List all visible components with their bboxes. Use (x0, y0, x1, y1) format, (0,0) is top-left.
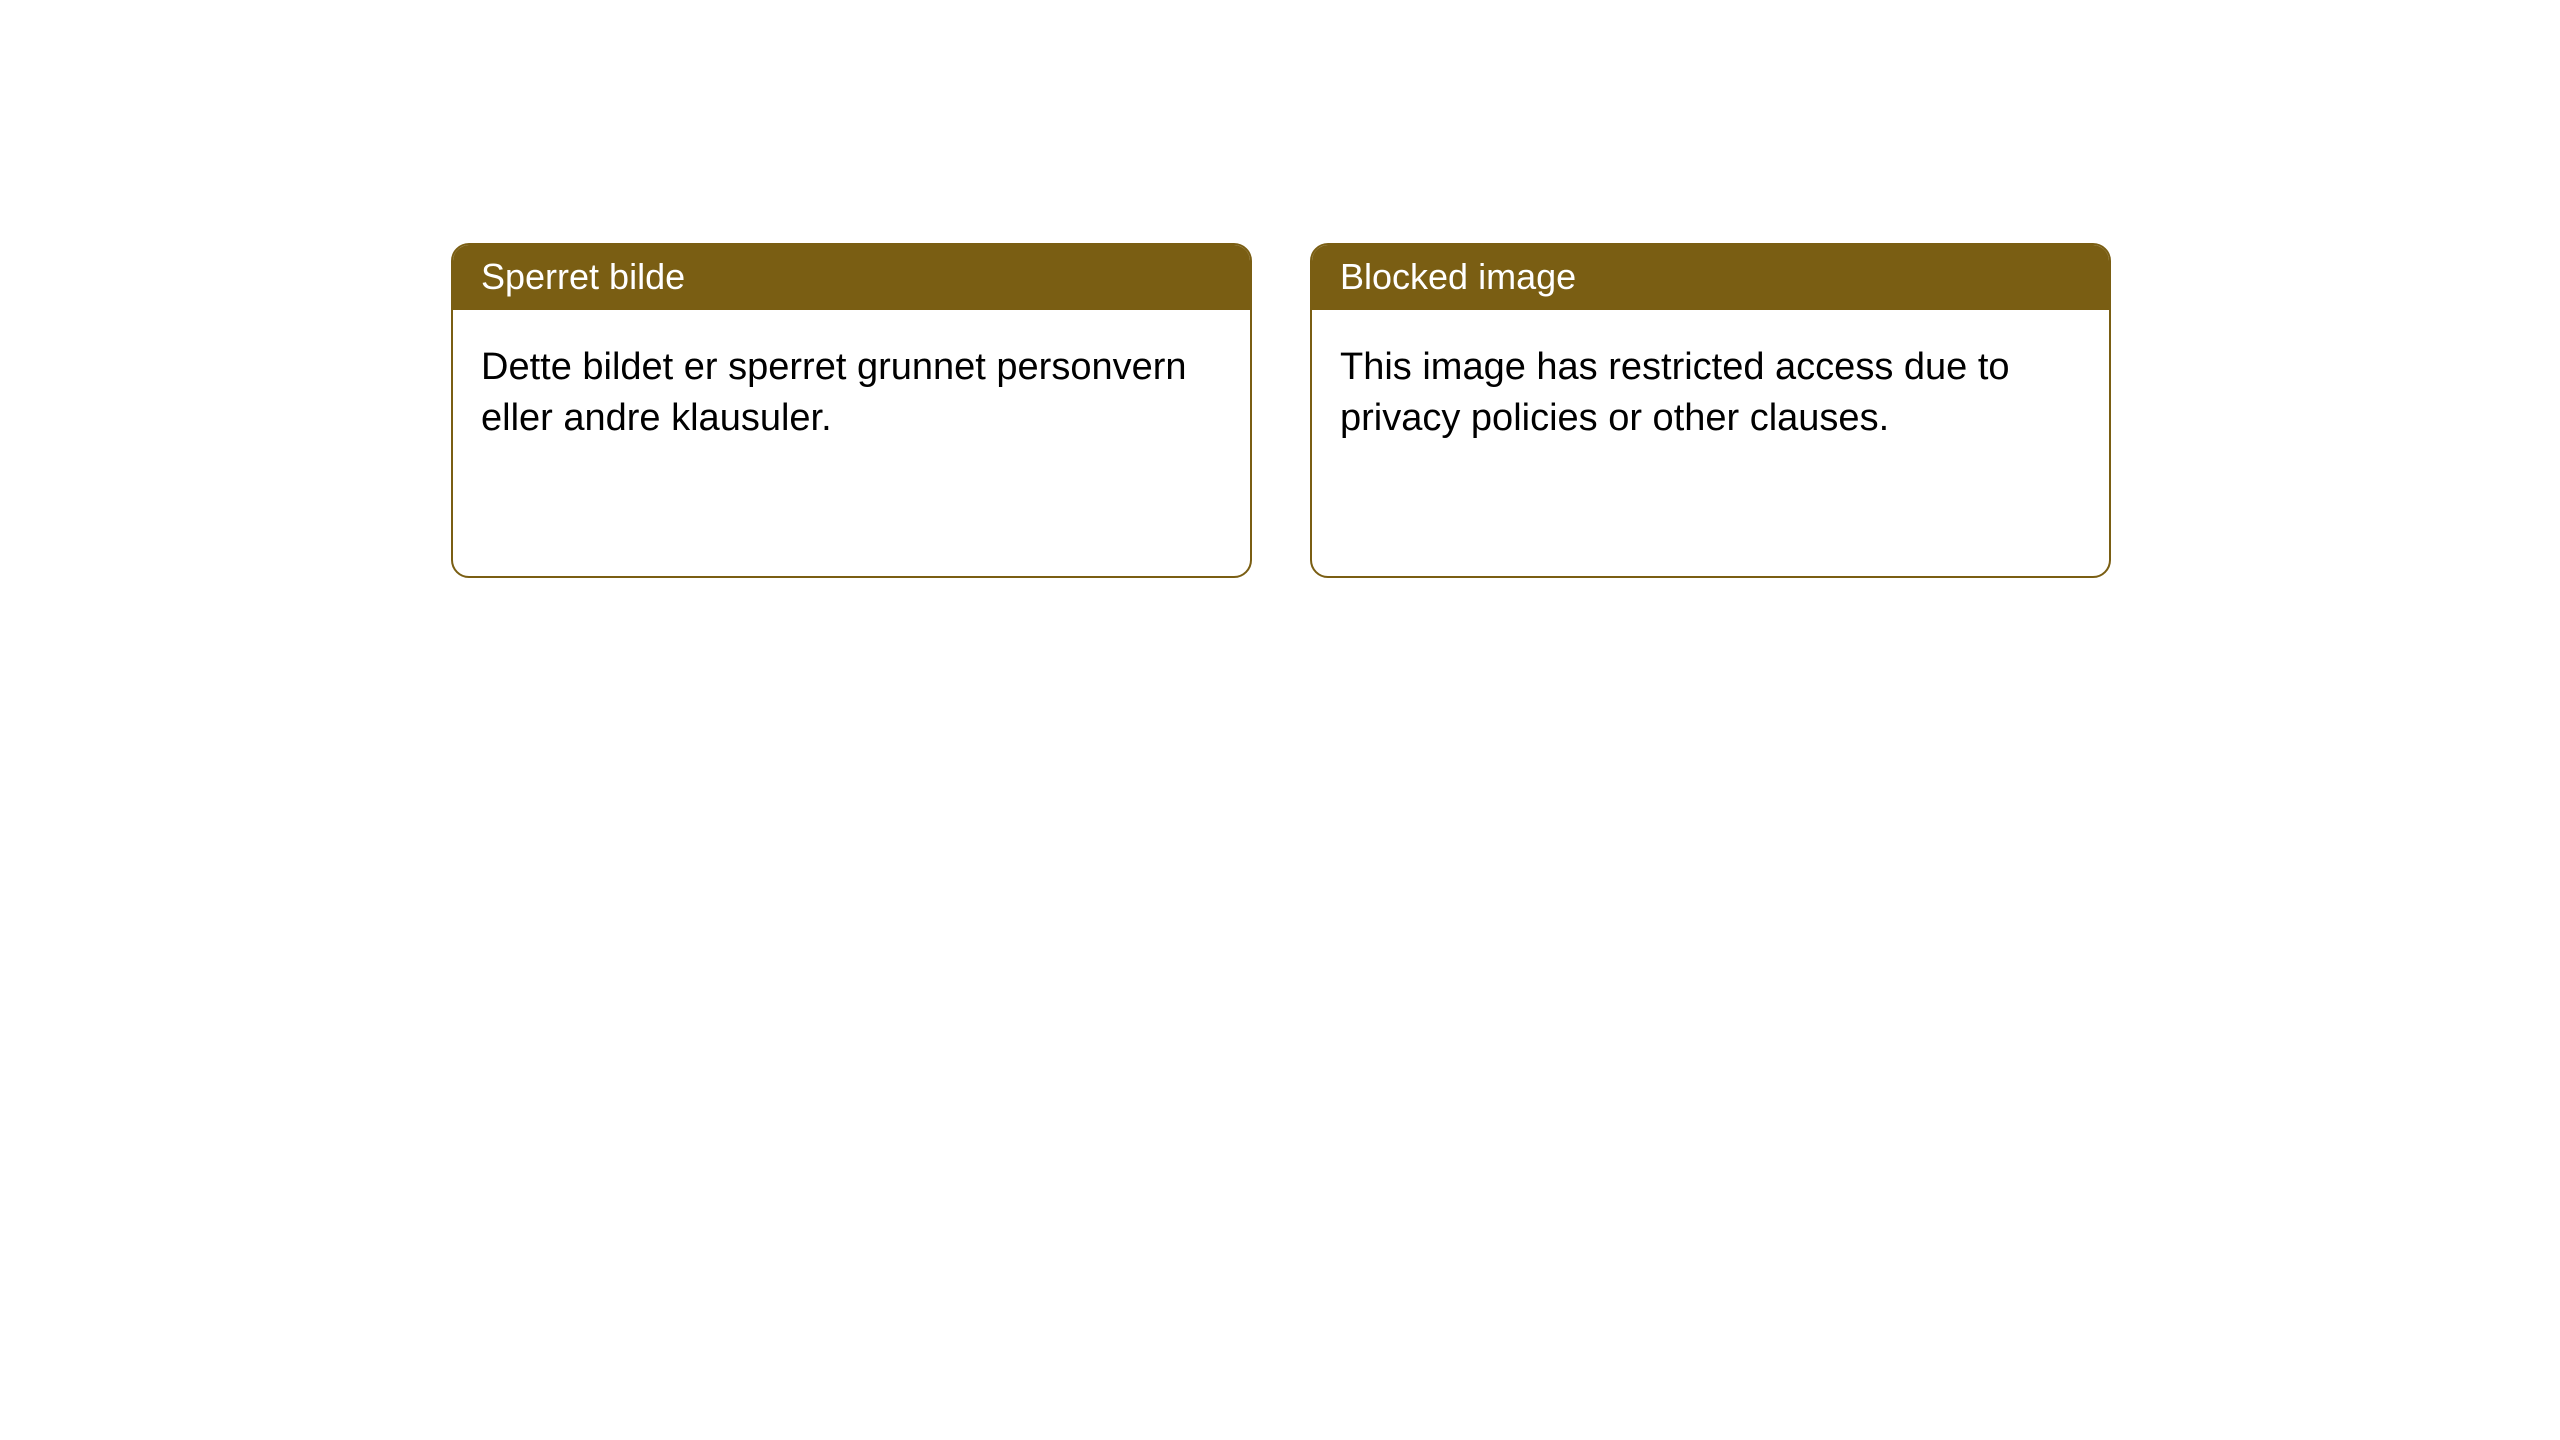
card-title: Blocked image (1340, 256, 1576, 297)
card-body-text: Dette bildet er sperret grunnet personve… (481, 346, 1187, 439)
card-body-text: This image has restricted access due to … (1340, 346, 2010, 439)
card-title: Sperret bilde (481, 256, 685, 297)
blocked-image-notice-container: Sperret bilde Dette bildet er sperret gr… (451, 243, 2111, 578)
card-header: Blocked image (1312, 245, 2109, 310)
card-body: Dette bildet er sperret grunnet personve… (453, 310, 1250, 477)
card-header: Sperret bilde (453, 245, 1250, 310)
notice-card-norwegian: Sperret bilde Dette bildet er sperret gr… (451, 243, 1252, 578)
card-body: This image has restricted access due to … (1312, 310, 2109, 477)
notice-card-english: Blocked image This image has restricted … (1310, 243, 2111, 578)
